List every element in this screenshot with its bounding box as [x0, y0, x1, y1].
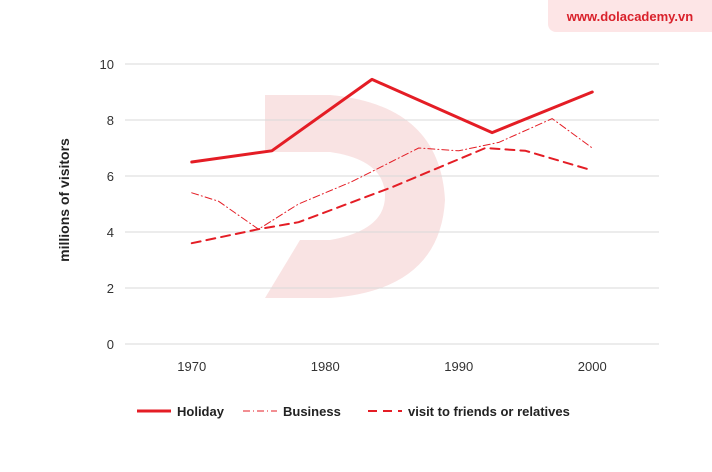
y-tick-label: 10	[100, 57, 114, 72]
y-tick-label: 0	[107, 337, 114, 352]
y-axis-label: millions of visitors	[56, 138, 72, 262]
x-axis-ticks: 1970 1980 1990 2000	[177, 359, 606, 374]
y-tick-label: 4	[107, 225, 114, 240]
y-tick-label: 8	[107, 113, 114, 128]
series-line-3	[190, 147, 594, 245]
legend: Holiday Business visit to friends or relat…	[137, 404, 570, 419]
series-line-1	[190, 77, 594, 164]
legend-label: visit to friends or relatives	[408, 404, 570, 419]
brand-url-badge[interactable]: www.dolacademy.vn	[548, 0, 712, 32]
brand-url-text: www.dolacademy.vn	[566, 8, 694, 24]
legend-label: Holiday	[177, 404, 225, 419]
series-lines	[190, 77, 594, 245]
x-tick-label: 1970	[177, 359, 206, 374]
y-tick-label: 6	[107, 169, 114, 184]
x-tick-label: 2000	[578, 359, 607, 374]
watermark-shape	[265, 95, 445, 298]
y-axis-ticks: 0 2 4 6 8 10	[100, 57, 114, 352]
legend-label: Business	[283, 404, 341, 419]
x-tick-label: 1980	[311, 359, 340, 374]
y-tick-label: 2	[107, 281, 114, 296]
series-line-2	[191, 118, 593, 230]
x-tick-label: 1990	[444, 359, 473, 374]
watermark-logo	[265, 95, 445, 298]
grid-lines	[125, 63, 659, 345]
